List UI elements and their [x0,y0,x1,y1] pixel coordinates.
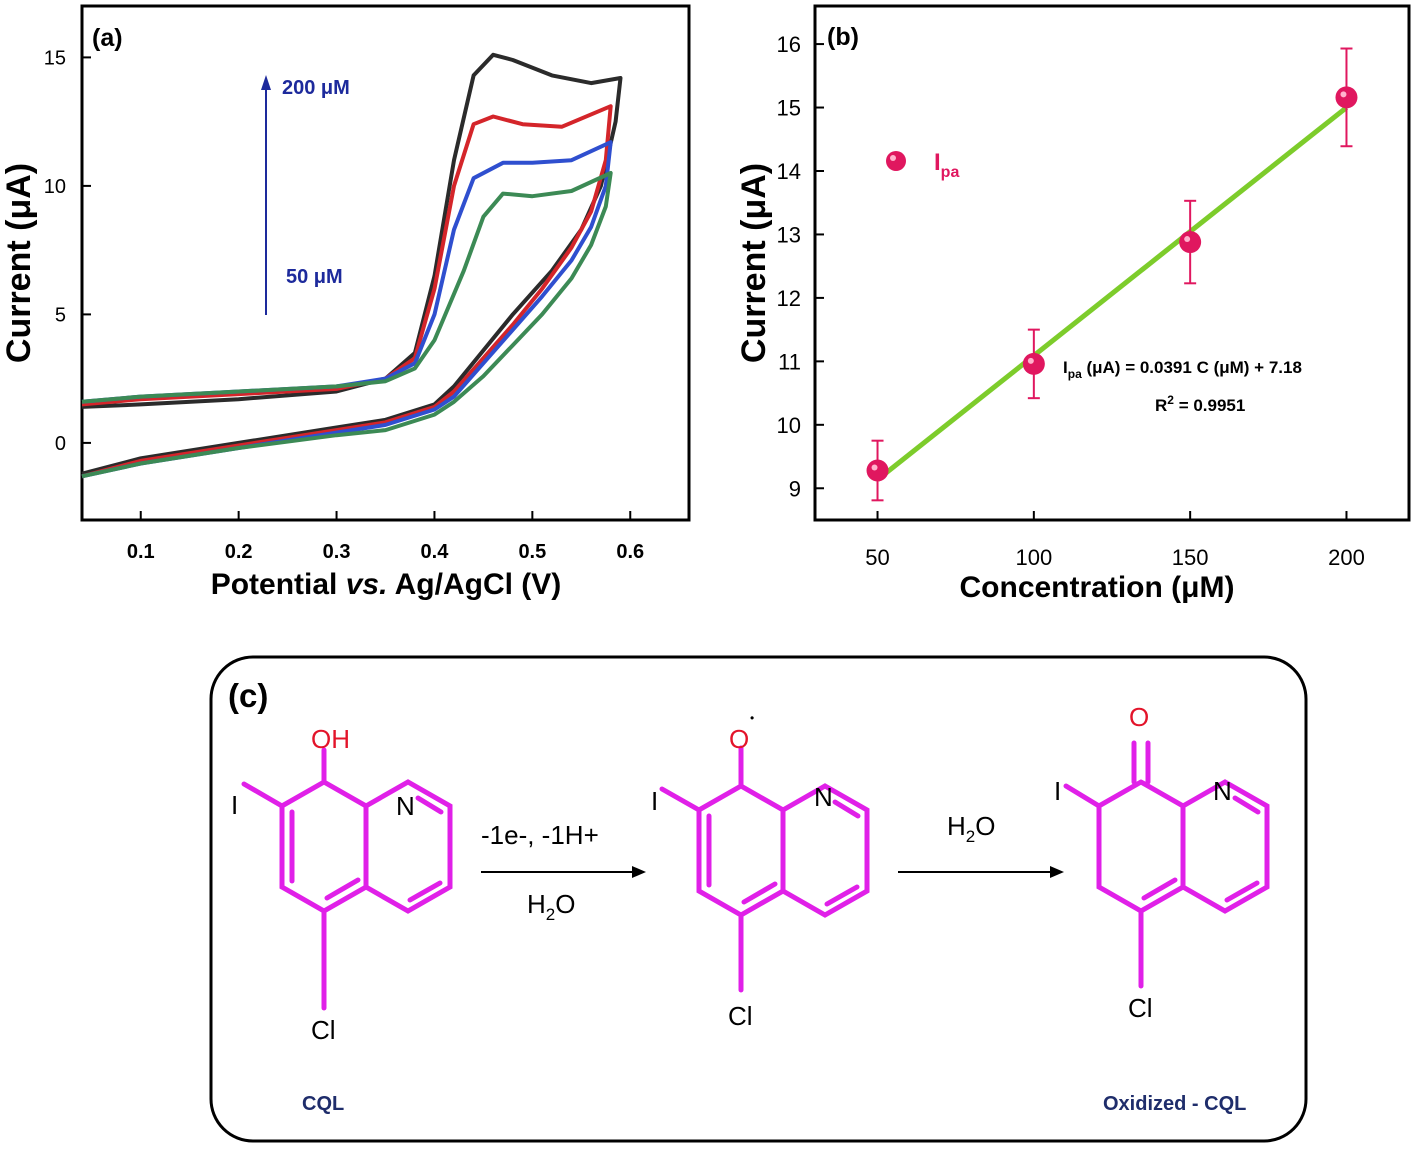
panel-b-ytick-label: 12 [777,286,801,311]
legend-marker [886,151,906,171]
panel-a-ytick-label: 5 [55,304,66,326]
panel-c-frame [209,655,1308,1143]
cql-chlorine: Cl [311,1015,336,1045]
panel-a-xtick-label: 0.4 [421,541,450,563]
radical-bonds [659,745,870,993]
panel-a-ylabel: Current (μA) [0,163,38,363]
data-point [1022,352,1045,375]
data-point [866,459,889,482]
panel-a-frame [80,4,691,522]
panel-b-ytick-label: 16 [777,32,801,57]
legend-label: Ipa [934,149,959,181]
panel-b-xtick-label: 50 [865,545,889,570]
panel-a-ticks: 0.1 0.2 0.3 0.4 0.5 0.6 0 5 10 15 [44,47,644,563]
reaction-arrow-1: -1e-, -1H+ H2O [481,820,646,924]
panel-b-ytick-label: 11 [778,349,801,374]
panel-a-xtick-label: 0.5 [518,541,546,563]
panel-c: (c) OH I N Cl CQL -1e-, -1H+ [209,655,1308,1143]
cv-curve-4 [81,171,613,479]
molecule-cql: OH I N Cl CQL [231,724,453,1115]
oxidized-oxygen: O [1129,702,1149,732]
cql-name: CQL [302,1093,344,1115]
panel-a-xtick-label: 0.3 [323,541,351,563]
oxidized-nitrogen: N [1213,776,1232,806]
cql-iodine: I [231,790,238,820]
reaction-arrow-2: H2O [898,811,1064,878]
oxidized-chlorine: Cl [1128,993,1153,1023]
cql-bonds [241,747,453,1011]
panel-b-xtick-label: 150 [1172,545,1209,570]
panel-a-label: (a) [92,24,123,52]
arrow1-conditions: -1e-, -1H+ [481,820,599,850]
legend-marker-highlight [890,155,896,161]
arrow1-solvent: H2O [527,889,575,924]
radical-nitrogen: N [814,782,833,812]
panel-a-xtick-label: 0.2 [225,541,253,563]
panel-b-ytick-label: 10 [777,413,801,438]
cv-curve-1 [81,52,623,476]
data-point-highlight [1340,91,1347,98]
linear-fit-line [875,105,1349,482]
panel-b-frame [813,4,1411,522]
panel-b-ytick-label: 9 [789,476,801,501]
radical-chlorine: Cl [728,1001,753,1031]
panel-a-ytick-label: 0 [55,433,66,455]
panel-c-label: (c) [228,677,268,714]
panel-b-xlabel: Concentration (μM) [960,571,1235,604]
arrow2-reagent: H2O [947,811,995,846]
r-squared: R2 = 0.9951 [1155,393,1245,415]
oxidized-cql-name: Oxidized - CQL [1103,1093,1246,1115]
radical-dot: • [750,711,754,725]
panel-b-ylabel: Current (μA) [735,163,773,363]
panel-b-label: (b) [827,23,859,51]
panel-b-ytick-label: 15 [777,96,801,121]
panel-b-ticks: 50 100 150 200 9 10 11 12 13 14 15 16 [777,32,1365,570]
panel-a-xtick-label: 0.1 [127,541,155,563]
panel-a: (a) 0.1 0.2 0.3 0.4 0.5 0.6 0 5 10 15 200 μM 50 μ… [0,4,691,601]
cql-nitrogen: N [396,791,415,821]
molecule-radical: O • I N Cl [651,711,870,1031]
panel-a-curves [81,52,623,479]
oxidized-cql-bonds [1063,740,1270,989]
data-point [1335,86,1358,109]
cv-curve-3 [81,140,613,479]
panel-a-xlabel: Potential vs. Ag/AgCl (V) [211,568,562,601]
cql-hydroxyl: OH [311,724,350,754]
panel-b-xtick-label: 100 [1015,545,1052,570]
panel-b: (b) 50 100 150 200 9 10 11 12 13 14 15 16 Ipa Ipa (… [735,4,1411,604]
concentration-arrow-head [261,75,271,90]
panel-b-xtick-label: 200 [1328,545,1365,570]
molecule-oxidized-cql: O I N Cl Oxidized - CQL [1054,702,1270,1115]
radical-iodine: I [651,786,658,816]
oxidized-iodine: I [1054,776,1061,806]
annotation-200uM: 200 μM [282,77,350,99]
data-point-highlight [1027,357,1034,364]
annotation-50uM: 50 μM [286,266,343,288]
fit-equation: Ipa (μA) = 0.0391 C (μM) + 7.18 [1063,358,1302,381]
radical-oxygen: O [729,724,749,754]
panel-a-xtick-label: 0.6 [616,541,644,563]
data-point-highlight [1184,236,1191,243]
data-point [1179,231,1202,254]
panel-b-points [866,47,1358,502]
panel-b-ytick-label: 13 [777,222,801,247]
panel-a-ytick-label: 10 [44,176,66,198]
panel-b-ytick-label: 14 [777,159,801,184]
panel-a-ytick-label: 15 [44,47,66,69]
data-point-highlight [871,464,878,471]
